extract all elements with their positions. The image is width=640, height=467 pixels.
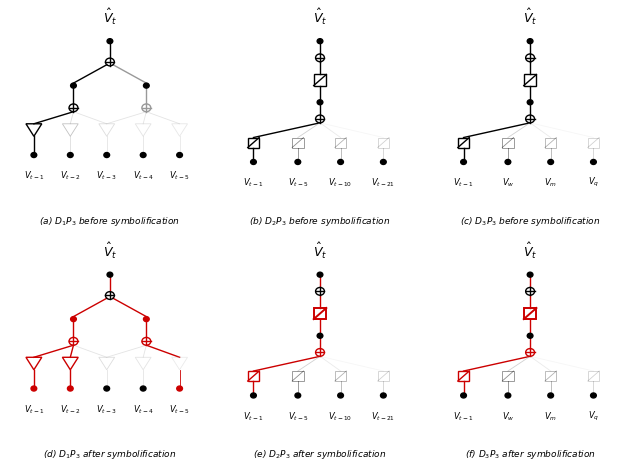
Text: $V_m$: $V_m$ bbox=[544, 177, 557, 189]
Bar bbox=[314, 308, 326, 319]
Circle shape bbox=[143, 83, 149, 88]
Text: $V_{t-1}$: $V_{t-1}$ bbox=[243, 177, 264, 189]
Text: $V_{t-1}$: $V_{t-1}$ bbox=[453, 177, 474, 189]
Text: $V_w$: $V_w$ bbox=[502, 177, 514, 189]
Circle shape bbox=[505, 393, 511, 398]
Text: $V_{t-1}$: $V_{t-1}$ bbox=[24, 170, 44, 182]
Circle shape bbox=[527, 39, 533, 44]
Circle shape bbox=[67, 153, 73, 157]
Bar bbox=[458, 137, 469, 148]
Bar bbox=[502, 371, 514, 381]
Text: $V_{t-1}$: $V_{t-1}$ bbox=[24, 403, 44, 416]
Circle shape bbox=[338, 159, 344, 164]
Circle shape bbox=[548, 393, 554, 398]
Circle shape bbox=[317, 100, 323, 105]
Circle shape bbox=[107, 272, 113, 277]
Circle shape bbox=[591, 159, 596, 164]
Text: $\hat{V}_t$: $\hat{V}_t$ bbox=[102, 7, 117, 27]
Circle shape bbox=[527, 272, 533, 277]
Text: (a) $D_1P_3$ before symbolification: (a) $D_1P_3$ before symbolification bbox=[40, 215, 180, 228]
Bar bbox=[292, 371, 303, 381]
Circle shape bbox=[140, 386, 146, 391]
Text: $\hat{V}_t$: $\hat{V}_t$ bbox=[102, 241, 117, 261]
Text: $V_{t-1}$: $V_{t-1}$ bbox=[453, 410, 474, 423]
Text: $V_q$: $V_q$ bbox=[588, 410, 599, 423]
Text: $V_w$: $V_w$ bbox=[502, 410, 514, 423]
Bar bbox=[248, 137, 259, 148]
Circle shape bbox=[338, 393, 344, 398]
Text: (c) $D_3P_3$ before symbolification: (c) $D_3P_3$ before symbolification bbox=[460, 215, 600, 228]
Circle shape bbox=[381, 159, 386, 164]
Bar bbox=[524, 308, 536, 319]
Text: $V_q$: $V_q$ bbox=[588, 176, 599, 189]
Bar bbox=[588, 137, 599, 148]
Circle shape bbox=[548, 159, 554, 164]
Circle shape bbox=[461, 393, 467, 398]
Circle shape bbox=[317, 272, 323, 277]
Circle shape bbox=[381, 393, 386, 398]
Text: $V_{t-5}$: $V_{t-5}$ bbox=[170, 403, 190, 416]
Text: (b) $D_2P_3$ before symbolification: (b) $D_2P_3$ before symbolification bbox=[250, 215, 390, 228]
Bar bbox=[545, 137, 556, 148]
Circle shape bbox=[317, 39, 323, 44]
Text: $\hat{V}_t$: $\hat{V}_t$ bbox=[313, 241, 327, 261]
Bar bbox=[378, 371, 389, 381]
Circle shape bbox=[591, 393, 596, 398]
Circle shape bbox=[70, 317, 76, 322]
Circle shape bbox=[31, 386, 36, 391]
Text: $V_{t-4}$: $V_{t-4}$ bbox=[133, 170, 154, 182]
Text: $V_{t-21}$: $V_{t-21}$ bbox=[371, 177, 396, 189]
Circle shape bbox=[317, 333, 323, 338]
Bar bbox=[292, 137, 303, 148]
Bar bbox=[458, 371, 469, 381]
Text: $V_{t-21}$: $V_{t-21}$ bbox=[371, 410, 396, 423]
Circle shape bbox=[527, 333, 533, 338]
Circle shape bbox=[143, 317, 149, 322]
Bar bbox=[314, 75, 326, 85]
Bar bbox=[335, 371, 346, 381]
Circle shape bbox=[295, 159, 301, 164]
Circle shape bbox=[177, 153, 182, 157]
Text: $V_{t-5}$: $V_{t-5}$ bbox=[170, 170, 190, 182]
Text: $\hat{V}_t$: $\hat{V}_t$ bbox=[313, 7, 327, 27]
Text: (d) $D_1P_3$ after symbolification: (d) $D_1P_3$ after symbolification bbox=[44, 448, 177, 461]
Bar bbox=[502, 137, 514, 148]
Text: $V_{t-2}$: $V_{t-2}$ bbox=[60, 403, 81, 416]
Circle shape bbox=[107, 39, 113, 44]
Bar bbox=[524, 75, 536, 85]
Circle shape bbox=[505, 159, 511, 164]
Text: $\hat{V}_t$: $\hat{V}_t$ bbox=[523, 7, 538, 27]
Text: $V_{t-2}$: $V_{t-2}$ bbox=[60, 170, 81, 182]
Circle shape bbox=[67, 386, 73, 391]
Bar bbox=[378, 137, 389, 148]
Circle shape bbox=[251, 393, 257, 398]
Bar bbox=[335, 137, 346, 148]
Circle shape bbox=[461, 159, 467, 164]
Circle shape bbox=[177, 386, 182, 391]
Circle shape bbox=[140, 153, 146, 157]
Text: $V_{t-3}$: $V_{t-3}$ bbox=[97, 170, 117, 182]
Text: (f) $D_3P_3$ after symbolification: (f) $D_3P_3$ after symbolification bbox=[465, 448, 596, 461]
Bar bbox=[248, 371, 259, 381]
Text: $V_{t-4}$: $V_{t-4}$ bbox=[133, 403, 154, 416]
Text: $V_{t-5}$: $V_{t-5}$ bbox=[287, 177, 308, 189]
Circle shape bbox=[104, 386, 109, 391]
Circle shape bbox=[527, 100, 533, 105]
Text: (e) $D_2P_3$ after symbolification: (e) $D_2P_3$ after symbolification bbox=[253, 448, 387, 461]
Circle shape bbox=[251, 159, 257, 164]
Text: $V_{t-5}$: $V_{t-5}$ bbox=[287, 410, 308, 423]
Circle shape bbox=[104, 153, 109, 157]
Circle shape bbox=[70, 83, 76, 88]
Text: $V_{t-10}$: $V_{t-10}$ bbox=[328, 177, 353, 189]
Circle shape bbox=[31, 153, 36, 157]
Text: $\hat{V}_t$: $\hat{V}_t$ bbox=[523, 241, 538, 261]
Text: $V_m$: $V_m$ bbox=[544, 410, 557, 423]
Bar bbox=[588, 371, 599, 381]
Circle shape bbox=[295, 393, 301, 398]
Bar bbox=[545, 371, 556, 381]
Text: $V_{t-10}$: $V_{t-10}$ bbox=[328, 410, 353, 423]
Text: $V_{t-3}$: $V_{t-3}$ bbox=[97, 403, 117, 416]
Text: $V_{t-1}$: $V_{t-1}$ bbox=[243, 410, 264, 423]
